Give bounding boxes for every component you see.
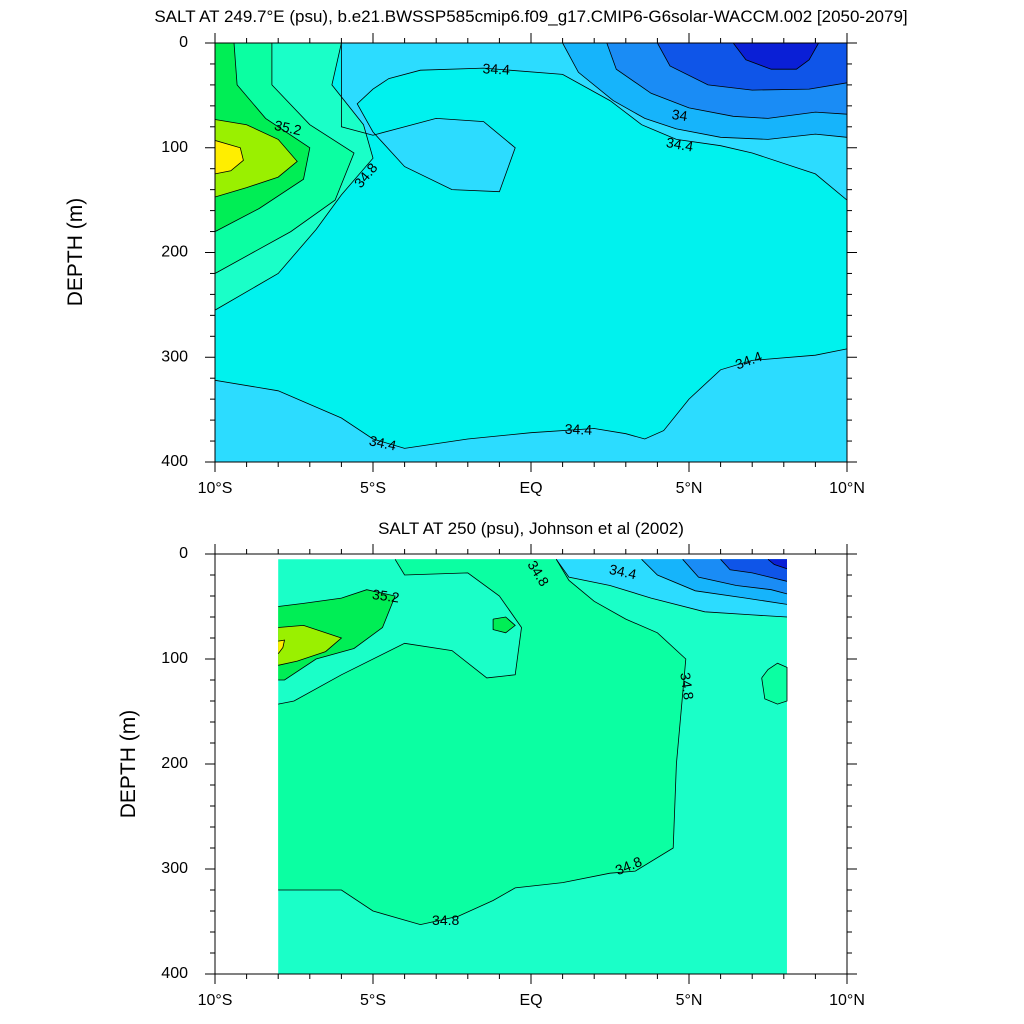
contour-line <box>215 140 244 175</box>
x-tick-label: 10°N <box>829 992 865 1009</box>
contour-line <box>278 559 522 705</box>
contour-fill-mint <box>278 559 686 925</box>
y-tick-label: 200 <box>161 244 188 261</box>
contour-fill-fresh-blue <box>720 559 787 582</box>
contour-line <box>606 43 847 119</box>
contour-line <box>720 559 788 582</box>
plot-area: 35.234.8 34.434.834.834.8 <box>277 557 788 974</box>
contour-fill-fresh-deep <box>768 559 787 569</box>
y-tick-label: 200 <box>161 755 188 772</box>
contour-fill-mint <box>761 663 787 705</box>
contour-line <box>215 43 355 274</box>
contour-line <box>278 589 396 681</box>
x-tick-label: EQ <box>519 480 542 497</box>
x-tick-label: 5°N <box>676 480 703 497</box>
contour-line <box>215 43 311 232</box>
contour-fill-lime <box>278 625 342 666</box>
x-tick-label: 5°S <box>360 992 386 1009</box>
contour-fill-yellow <box>215 140 244 174</box>
axis-ticks: 10°S 5°S EQ 5°N 10°N 0 100 200 300 400 <box>161 544 865 1009</box>
contour-label: 35.2 <box>371 586 400 606</box>
x-tick-label: 10°S <box>198 992 233 1009</box>
contour-label: 34.8 <box>432 912 459 928</box>
contour-line <box>215 43 374 311</box>
panel-observations: SALT AT 250 (psu), Johnson et al (2002) … <box>117 519 865 1009</box>
contour-line <box>732 43 819 70</box>
x-tick-label: 5°S <box>360 480 386 497</box>
panel-title: SALT AT 249.7°E (psu), b.e21.BWSSP585cmi… <box>154 7 907 26</box>
contour-label: 35.2 <box>273 117 303 138</box>
contour-line <box>278 624 343 666</box>
contour-label: 34.4 <box>608 561 638 582</box>
y-tick-label: 0 <box>179 545 188 562</box>
y-tick-label: 0 <box>179 34 188 51</box>
y-tick-label: 100 <box>161 139 188 156</box>
contour-line <box>767 558 788 570</box>
x-tick-label: 5°N <box>676 992 703 1009</box>
contour-line <box>215 348 847 449</box>
contour-line <box>641 559 788 605</box>
axis-ticks: 10°S 5°S EQ 5°N 10°N 0 100 200 300 400 <box>161 33 865 497</box>
y-tick-label: 100 <box>161 650 188 667</box>
contour-line <box>277 639 286 655</box>
x-tick-label: EQ <box>519 992 542 1009</box>
y-tick-label: 400 <box>161 453 188 470</box>
contour-fill-yellow <box>278 640 285 654</box>
contour-label: 34.4 <box>368 432 398 453</box>
x-tick-label: 10°S <box>198 480 233 497</box>
contour-line <box>562 43 847 140</box>
contour-label: 34.8 <box>677 672 697 701</box>
contour-line <box>657 43 847 91</box>
contour-label: 34.4 <box>565 421 593 438</box>
contour-label: 34 <box>671 106 689 124</box>
contour-line <box>761 662 788 705</box>
y-tick-label: 300 <box>161 860 188 877</box>
panel-model: SALT AT 249.7°E (psu), b.e21.BWSSP585cmi… <box>64 7 908 497</box>
y-tick-label: 400 <box>161 965 188 982</box>
y-axis-label: DEPTH (m) <box>64 198 87 307</box>
x-tick-label: 10°N <box>829 480 865 497</box>
contour-line <box>682 559 788 595</box>
contour-line <box>215 119 298 198</box>
contour-line <box>340 43 847 201</box>
contour-label: 34.4 <box>665 134 695 155</box>
y-axis-label: DEPTH (m) <box>117 710 140 819</box>
contour-line <box>492 616 516 634</box>
panel-title: SALT AT 250 (psu), Johnson et al (2002) <box>378 519 684 538</box>
contour-line <box>278 559 687 926</box>
contour-label: 34.4 <box>482 60 510 77</box>
contour-line <box>555 559 788 618</box>
y-tick-label: 300 <box>161 348 188 365</box>
